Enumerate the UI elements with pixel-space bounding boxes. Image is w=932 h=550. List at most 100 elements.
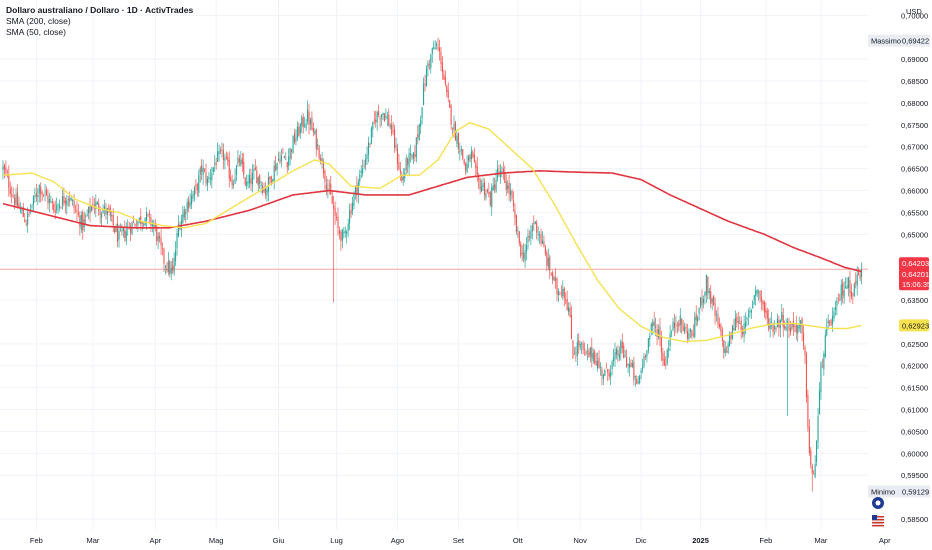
candle-body — [101, 213, 103, 218]
candle-body — [733, 327, 735, 331]
candle-body — [491, 187, 493, 208]
candle-body — [307, 109, 309, 122]
candle-body — [724, 348, 726, 354]
candle-body — [470, 151, 472, 160]
candle-body — [115, 226, 117, 233]
candle-body — [302, 116, 304, 128]
symbol-title[interactable]: Dollaro australiano / Dollaro · 1D · Act… — [6, 5, 194, 15]
candle-body — [704, 292, 706, 297]
candle-body — [631, 363, 633, 368]
candle-body — [176, 233, 178, 249]
candle-body — [318, 146, 320, 159]
candle-body — [678, 323, 680, 327]
currency-label: USD — [906, 7, 922, 16]
candle-body — [86, 214, 88, 216]
candle-body — [325, 184, 327, 190]
usd-flag-icon-canton — [872, 515, 877, 520]
candle-body — [552, 272, 554, 280]
candle-body — [550, 273, 552, 275]
candle-body — [485, 193, 487, 198]
candle-body — [759, 290, 761, 299]
candle-body — [589, 347, 591, 356]
candle-body — [556, 278, 558, 295]
price-tick-label: 0,68500 — [901, 77, 928, 86]
time-axis[interactable]: Feb Mar Apr Mag Giu Lug Ago Set Ott Nov Dic 2025 Feb… — [0, 531, 932, 550]
candle-body — [111, 215, 113, 216]
candle-body — [235, 165, 238, 176]
min-label: Minimo — [871, 487, 895, 496]
candle-body — [708, 291, 710, 294]
candle-body — [462, 149, 464, 159]
max-label-bg — [868, 34, 930, 47]
candle-body — [118, 231, 120, 240]
candle-body — [758, 291, 760, 293]
candle-body — [209, 177, 211, 179]
candle-body — [440, 51, 442, 65]
candle-body — [74, 208, 77, 210]
candle-body — [657, 329, 660, 338]
candle-body — [263, 188, 265, 192]
candle-body — [508, 182, 510, 194]
candle-body — [256, 170, 258, 184]
candle-body — [682, 325, 684, 332]
candle-body — [814, 463, 816, 478]
candle-body — [264, 187, 267, 195]
candle-body — [218, 151, 220, 154]
candle-body — [675, 324, 677, 326]
candle-body — [811, 465, 813, 474]
candle-body — [510, 190, 512, 196]
candle-body — [241, 158, 243, 165]
candle-body — [134, 224, 136, 227]
candle-body — [108, 206, 110, 212]
price-tick-label: 0,68000 — [901, 99, 928, 108]
candle-body — [594, 351, 596, 363]
candle-body — [427, 62, 429, 68]
candle-body — [312, 127, 314, 133]
candle-body — [114, 226, 116, 233]
candle-body — [11, 194, 13, 196]
chart-legend: Dollaro australiano / Dollaro · 1D · Act… — [6, 5, 193, 38]
candle-body — [285, 159, 287, 161]
candle-body — [351, 202, 354, 211]
candle-body — [423, 83, 425, 106]
price-tick-label: 0,59500 — [901, 471, 928, 480]
candle-body — [644, 356, 647, 357]
candle-body — [855, 281, 857, 284]
candle-body — [89, 204, 91, 214]
candle-body — [527, 235, 529, 243]
candle-body — [234, 177, 236, 184]
candle-body — [380, 114, 383, 118]
time-axis-bg — [0, 531, 872, 550]
sma-200-line — [2, 169, 862, 273]
price-tick-label: 0,66000 — [901, 187, 928, 196]
candle-body — [266, 189, 268, 196]
candle-body — [807, 394, 809, 428]
candle-body — [372, 121, 374, 130]
candle-body — [163, 248, 165, 264]
candle-body — [473, 154, 475, 162]
sma-50-legend[interactable]: SMA (50, close) — [6, 27, 66, 37]
price-tick-label: 0,61500 — [901, 384, 928, 393]
candle-body — [73, 200, 75, 208]
candle-body — [320, 158, 322, 162]
candle-body — [717, 314, 719, 325]
candle-body — [324, 170, 326, 182]
candle-body — [362, 168, 364, 174]
candle-body — [614, 352, 616, 360]
candle-body — [575, 352, 577, 354]
candle-body — [347, 223, 349, 231]
candle-body — [800, 320, 802, 327]
candle-body — [132, 221, 135, 223]
candle-body — [159, 235, 161, 239]
candle-body — [749, 311, 751, 313]
candle-body — [193, 187, 195, 196]
candle-body — [576, 341, 578, 357]
candle-body — [199, 168, 201, 175]
sma-200-legend[interactable]: SMA (200, close) — [6, 16, 71, 26]
candle-body — [379, 117, 381, 120]
candle-body — [301, 117, 303, 126]
candle-body — [662, 352, 664, 361]
candle-body — [639, 375, 641, 384]
